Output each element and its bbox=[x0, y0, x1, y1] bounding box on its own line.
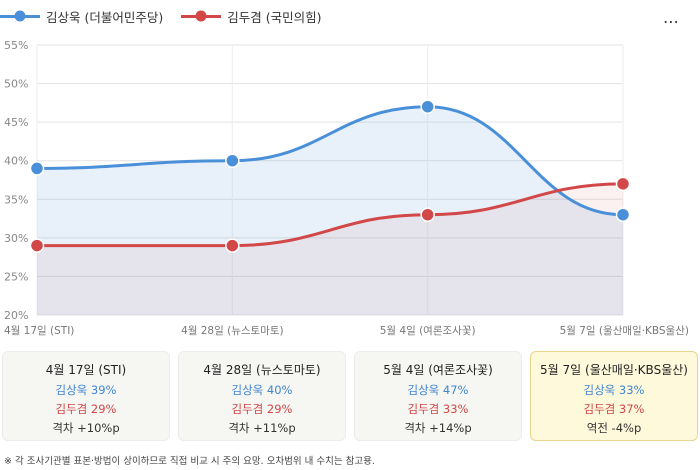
x-tick-label: 5월 4일 (여론조사꽃) bbox=[380, 324, 476, 337]
poll-card-apr28: 4월 28일 (뉴스토마토) 김상욱 40% 김두겸 29% 격차 +11%p bbox=[178, 351, 346, 441]
legend-label-kim-sangwook: 김상욱 (더불어민주당) bbox=[46, 9, 164, 25]
series-line bbox=[37, 182, 624, 248]
y-tick-label: 30% bbox=[4, 232, 28, 245]
poll-card-kim-dugyeom: 김두겸 33% bbox=[407, 402, 469, 416]
poll-card-kim-sangwook: 김상욱 39% bbox=[55, 383, 117, 397]
y-tick-label: 25% bbox=[4, 270, 28, 283]
x-tick-label: 4월 28일 (뉴스토마토) bbox=[181, 324, 284, 337]
x-tick-label: 4월 17일 (STI) bbox=[4, 324, 74, 337]
poll-card-title: 4월 17일 (STI) bbox=[45, 363, 127, 377]
poll-card-gap: 격차 +10%p bbox=[52, 421, 120, 435]
poll-card-kim-dugyeom: 김두겸 37% bbox=[583, 402, 645, 416]
data-point bbox=[420, 99, 435, 114]
data-point bbox=[29, 238, 45, 253]
series-line bbox=[36, 105, 624, 217]
poll-card-kim-sangwook: 김상욱 40% bbox=[231, 383, 293, 397]
poll-card-gap: 역전 -4%p bbox=[586, 421, 642, 435]
chart-legend: 김상욱 (더불어민주당) 김두겸 (국민의힘) bbox=[0, 6, 339, 26]
poll-card-gap: 격차 +11%p bbox=[228, 421, 296, 435]
y-tick-label: 55% bbox=[4, 39, 28, 52]
data-point bbox=[225, 153, 240, 168]
poll-card-gap: 격차 +14%p bbox=[404, 421, 472, 435]
poll-card-title: 4월 28일 (뉴스토마토) bbox=[203, 363, 321, 377]
poll-card-may7: 5월 7일 (울산매일·KBS울산) 김상욱 33% 김두겸 37% 역전 -4… bbox=[530, 351, 698, 441]
series-area bbox=[37, 183, 623, 315]
y-tick-label: 20% bbox=[4, 309, 28, 322]
legend-item-kim-dugyeom[interactable]: 김두겸 (국민의힘) bbox=[181, 7, 321, 26]
x-tick-label: 5월 7일 (울산매일·KBS울산) bbox=[560, 324, 689, 337]
poll-card-title: 5월 7일 (울산매일·KBS울산) bbox=[540, 363, 688, 377]
poll-card-title: 5월 4일 (여론조사꽃) bbox=[383, 363, 493, 377]
legend-swatch-blue bbox=[0, 10, 40, 22]
poll-card-kim-sangwook: 김상욱 33% bbox=[583, 383, 645, 397]
poll-card-kim-sangwook: 김상욱 47% bbox=[407, 383, 469, 397]
poll-card-kim-dugyeom: 김두겸 29% bbox=[55, 402, 117, 416]
data-point bbox=[420, 207, 435, 222]
footnote: ※ 각 조사기관별 표본·방법이 상이하므로 직접 비교 시 주의 요망. 오차… bbox=[4, 456, 375, 467]
line-chart: 20% 25% 30% 35% 40% 45% 50% 55% 4월 17일 (STI) 4월 2… bbox=[4, 39, 689, 337]
data-point bbox=[615, 207, 631, 222]
more-dots-icon[interactable]: ⋯ bbox=[663, 12, 680, 31]
series-area bbox=[37, 106, 623, 315]
poll-card-kim-dugyeom: 김두겸 29% bbox=[231, 402, 293, 416]
legend-label-kim-dugyeom: 김두겸 (국민의힘) bbox=[227, 9, 322, 25]
y-tick-label: 45% bbox=[4, 116, 28, 129]
y-tick-label: 40% bbox=[4, 155, 28, 168]
y-tick-label: 50% bbox=[4, 78, 28, 91]
legend-item-kim-sangwook[interactable]: 김상욱 (더불어민주당) bbox=[0, 7, 163, 26]
data-point bbox=[225, 238, 240, 253]
poll-card-may4: 5월 4일 (여론조사꽃) 김상욱 47% 김두겸 33% 격차 +14%p bbox=[354, 351, 522, 441]
poll-card-apr17: 4월 17일 (STI) 김상욱 39% 김두겸 29% 격차 +10%p bbox=[2, 351, 170, 441]
data-point bbox=[615, 176, 631, 192]
legend-swatch-red bbox=[181, 10, 222, 22]
data-point bbox=[29, 161, 45, 176]
poll-summary-cards: 4월 17일 (STI) 김상욱 39% 김두겸 29% 격차 +10%p 4월… bbox=[2, 351, 698, 441]
y-tick-label: 35% bbox=[4, 193, 28, 206]
